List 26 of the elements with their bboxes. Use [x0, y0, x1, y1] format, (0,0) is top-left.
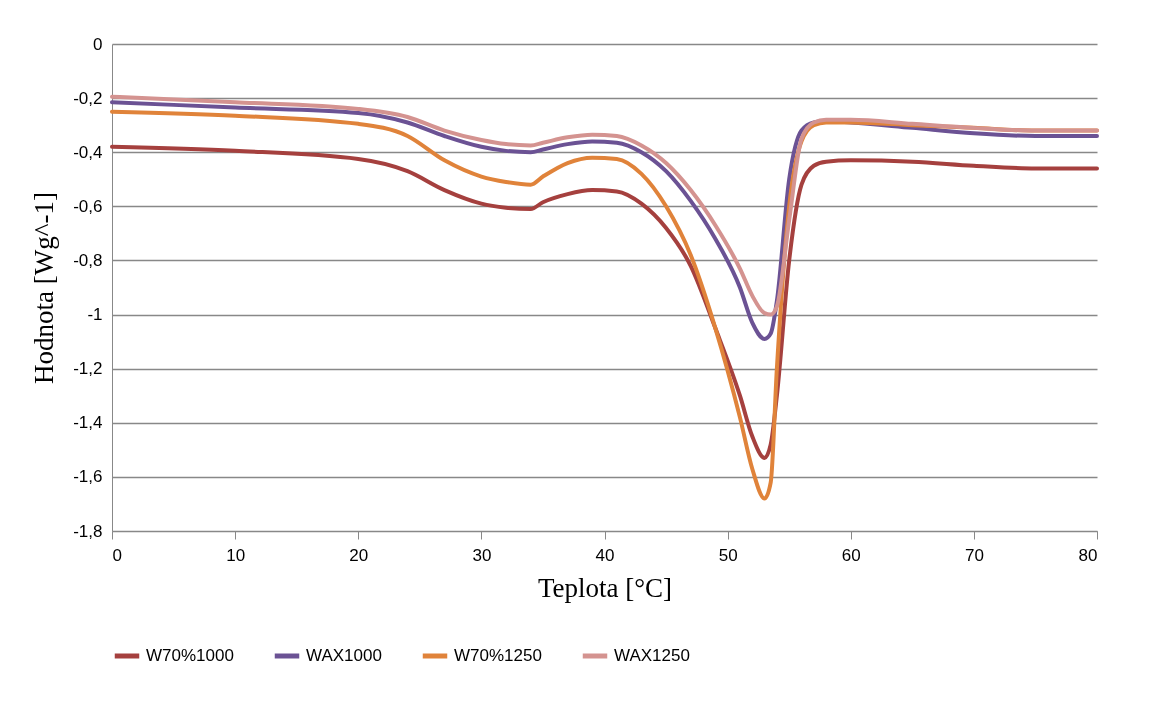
- legend-label: WAX1000: [306, 646, 382, 665]
- x-tick-label: 10: [226, 545, 246, 565]
- x-axis-title: Teplota [°C]: [537, 572, 673, 603]
- y-tick-label: -0,6: [73, 196, 103, 216]
- line-series: [110, 144, 1099, 460]
- x-tick-label: 30: [472, 545, 492, 565]
- x-tick-label: 20: [349, 545, 369, 565]
- x-tick-label: 80: [1078, 545, 1098, 565]
- x-tick-label: 40: [595, 545, 615, 565]
- y-tick-label: -1,2: [73, 359, 103, 379]
- y-tick-label: 0: [93, 34, 103, 54]
- y-axis-title: Hodnota [Wg^-1]: [29, 192, 60, 384]
- x-tick-label: 70: [964, 545, 984, 565]
- x-tick-label: 0: [112, 545, 122, 565]
- y-tick-label: -1,6: [73, 467, 103, 487]
- y-tick-label: -0,4: [73, 142, 103, 162]
- y-tick-label: -1: [87, 305, 103, 325]
- x-tick-label: 50: [718, 545, 738, 565]
- x-tick-label: 60: [841, 545, 861, 565]
- y-tick-label: -1,8: [73, 521, 103, 541]
- legend-label: W70%1000: [146, 646, 234, 665]
- y-tick-label: -1,4: [73, 413, 103, 433]
- y-tick-label: -0,8: [73, 250, 103, 270]
- y-tick-label: -0,2: [73, 88, 103, 108]
- legend-label: W70%1250: [454, 646, 542, 665]
- legend-label: WAX1250: [614, 646, 690, 665]
